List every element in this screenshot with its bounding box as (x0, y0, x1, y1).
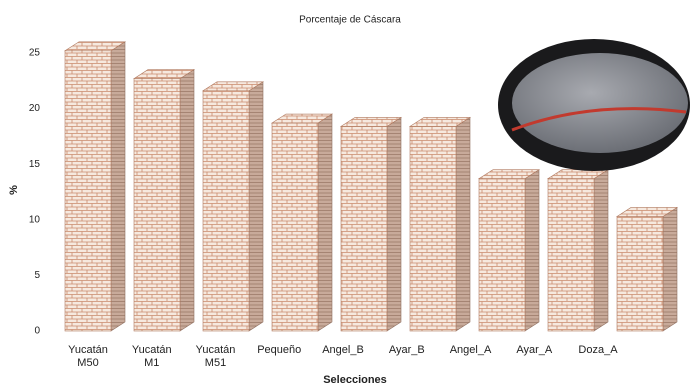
y-tick-label: 10 (29, 214, 41, 225)
y-tick-label: 20 (29, 103, 41, 114)
bar-side (662, 206, 678, 332)
bar (339, 116, 403, 332)
y-tick-label: 15 (29, 159, 41, 170)
bar-front (340, 126, 388, 332)
bar-front (547, 178, 595, 332)
bar-front (271, 122, 319, 332)
y-tick-label: 0 (34, 326, 40, 337)
bar (546, 169, 610, 332)
bar (270, 113, 334, 332)
y-tick-label: 5 (34, 270, 40, 281)
x-tick-label: Ayar_A (516, 344, 553, 356)
bar-side (455, 116, 471, 332)
x-tick-label: Pequeño (257, 344, 302, 356)
x-tick-label: Yucatán M50 (68, 344, 108, 369)
x-tick-label: Yucatán M1 (131, 344, 172, 369)
bar (201, 81, 265, 332)
bar-front (202, 90, 250, 332)
bar (63, 41, 127, 332)
bar-front (409, 126, 457, 332)
bar-front (64, 50, 112, 332)
bar-side (179, 69, 195, 332)
bar-side (524, 169, 540, 332)
seed-photo (498, 39, 690, 171)
x-tick-label: Angel_A (449, 344, 492, 356)
y-tick-label: 25 (29, 48, 41, 59)
x-tick-label: Angel_B (322, 344, 364, 356)
bar-side (593, 169, 609, 332)
bar (615, 206, 679, 332)
bar-side (386, 116, 402, 332)
bar (132, 69, 196, 332)
bar-side (248, 81, 264, 332)
y-axis-label: % (8, 185, 20, 195)
bar (477, 169, 541, 332)
bar (408, 116, 472, 332)
x-tick-label: Doza_A (578, 344, 618, 356)
bar-front (478, 178, 526, 332)
x-tick-label: Yucatán M51 (195, 344, 236, 369)
bar-front (133, 78, 181, 332)
x-tick-label: Ayar_B (388, 344, 425, 356)
chart-title: Porcentaje de Cáscara (299, 15, 401, 26)
bar-side (110, 41, 126, 332)
x-axis-label: Selecciones (323, 374, 387, 386)
bar-front (616, 216, 664, 332)
bar-side (317, 113, 333, 332)
